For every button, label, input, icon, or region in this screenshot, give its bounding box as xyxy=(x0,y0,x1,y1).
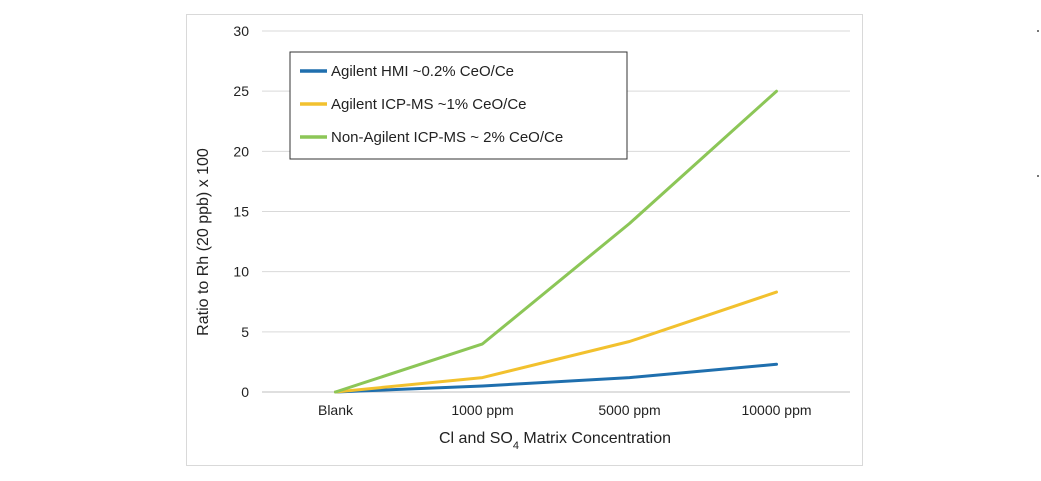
y-axis-title: Ratio to Rh (20 ppb) x 100 xyxy=(195,148,212,336)
y-tick-label: 5 xyxy=(241,324,249,340)
series-line-1 xyxy=(334,290,778,394)
legend: Agilent HMI ~0.2% CeO/Ce Agilent ICP-MS ~… xyxy=(300,63,563,146)
x-tick-label: 10000 ppm xyxy=(741,402,811,418)
chart-frame xyxy=(186,14,863,466)
x-tick-label: 5000 ppm xyxy=(598,402,660,418)
series-line-2 xyxy=(334,89,778,394)
y-tick-label: 0 xyxy=(241,384,249,400)
x-tick-label: Blank xyxy=(318,402,354,418)
y-tick-label: 25 xyxy=(233,83,249,99)
y-tick-label: 10 xyxy=(233,264,249,280)
x-tick-label: 1000 ppm xyxy=(451,402,513,418)
y-tick-label: 20 xyxy=(233,143,249,159)
y-tick-label: 30 xyxy=(233,23,249,39)
legend-label-2: Non-Agilent ICP-MS ~ 2% CeO/Ce xyxy=(331,129,563,146)
legend-box xyxy=(289,51,628,160)
stray-mark-1 xyxy=(1037,30,1039,32)
stray-mark-2 xyxy=(1037,175,1039,177)
series-lines xyxy=(334,89,778,394)
legend-label-1: Agilent ICP-MS ~1% CeO/Ce xyxy=(331,96,527,113)
y-tick-label: 15 xyxy=(233,204,249,220)
x-axis-ticks: Blank 1000 ppm 5000 ppm 10000 ppm xyxy=(318,402,812,418)
series-line-0 xyxy=(334,362,778,394)
y-axis-ticks: 0 5 10 15 20 25 30 xyxy=(233,23,249,400)
legend-label-0: Agilent HMI ~0.2% CeO/Ce xyxy=(331,63,514,80)
x-axis-title: Cl and SO4 Matrix Concentration xyxy=(439,430,671,452)
